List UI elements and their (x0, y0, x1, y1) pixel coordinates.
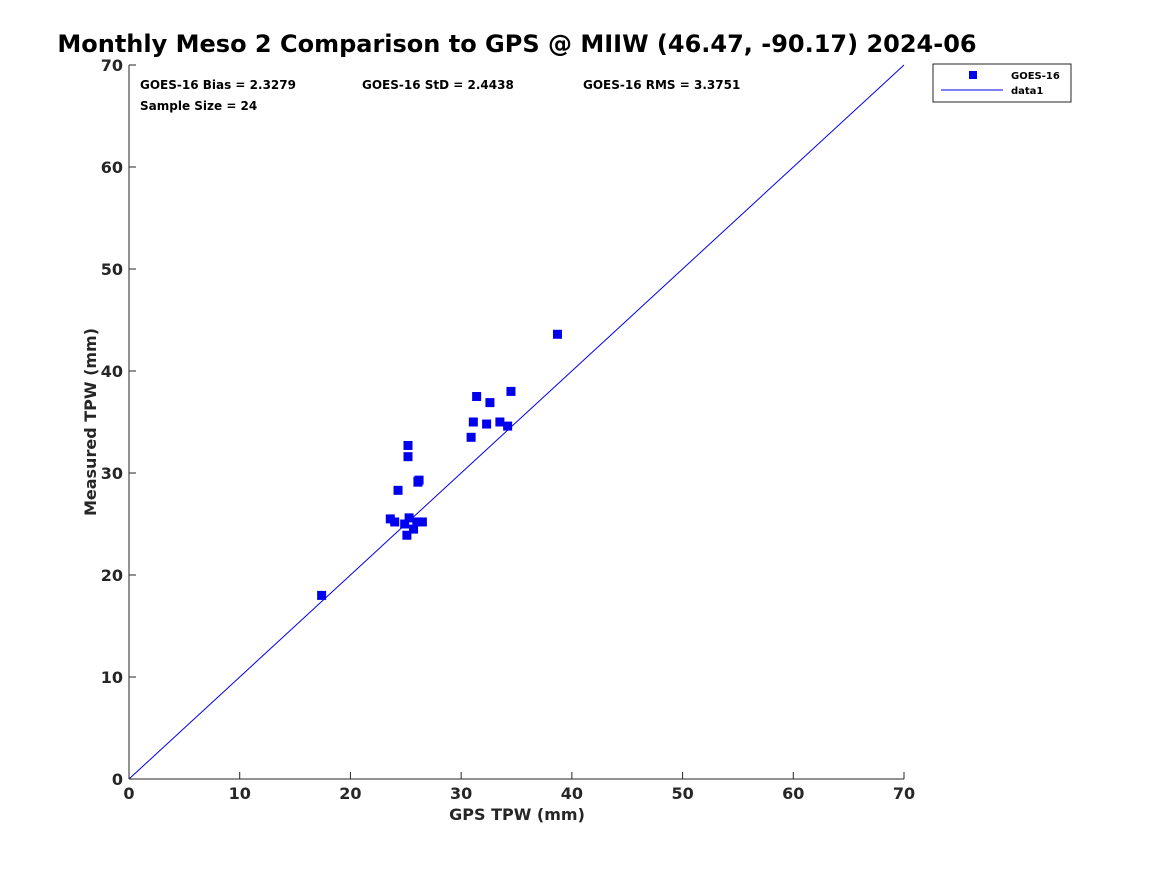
data-point (552, 329, 562, 339)
x-tick-label: 30 (450, 784, 472, 803)
legend-label-data1: data1 (1011, 86, 1043, 97)
data-point (472, 392, 482, 401)
data-point (404, 513, 414, 523)
x-tick-label: 20 (339, 784, 361, 803)
stat-sample-size: Sample Size = 24 (140, 99, 257, 113)
data-point (403, 440, 413, 450)
legend-box (932, 63, 1072, 103)
data-point (468, 417, 478, 427)
data-point (317, 590, 327, 600)
data-point (482, 419, 492, 429)
y-tick-label: 0 (112, 770, 123, 789)
stat-bias: GOES-16 Bias = 2.3279 (140, 78, 296, 92)
stats-annotations: GOES-16 Bias = 2.3279 GOES-16 StD = 2.44… (140, 78, 740, 113)
stat-std: GOES-16 StD = 2.4438 (362, 78, 514, 92)
data-point (503, 421, 513, 431)
data-point (417, 517, 427, 527)
data-point (393, 485, 403, 495)
y-tick-label: 20 (101, 566, 123, 585)
data-point (485, 398, 495, 408)
data-point (414, 475, 424, 485)
x-tick-label: 60 (782, 784, 804, 803)
y-axis-label: Measured TPW (mm) (81, 328, 100, 516)
data-point (409, 524, 419, 534)
chart-title: Monthly Meso 2 Comparison to GPS @ MIIW … (57, 30, 976, 58)
data-point (402, 530, 412, 540)
x-axis-label: GPS TPW (mm) (449, 805, 585, 824)
data-point (403, 452, 413, 462)
data-point (495, 417, 505, 427)
y-tick-label: 10 (101, 668, 123, 687)
data-point (400, 519, 410, 529)
data-point (466, 432, 476, 442)
legend: GOES-16 data1 (932, 63, 1072, 103)
y-tick-label: 30 (101, 464, 123, 483)
x-tick-label: 0 (123, 784, 134, 803)
series-line-data1 (128, 64, 905, 780)
legend-marker-goes16 (969, 71, 977, 79)
data-point (506, 386, 516, 396)
x-tick-label: 70 (893, 784, 915, 803)
data-point (390, 517, 400, 527)
y-tick-label: 40 (101, 362, 123, 381)
stat-rms: GOES-16 RMS = 3.3751 (583, 78, 740, 92)
y-tick-label: 60 (101, 158, 123, 177)
axes: 0 10 20 30 40 50 60 70 0 10 20 30 40 50 60 70 (101, 56, 915, 803)
legend-label-goes16: GOES-16 (1011, 71, 1060, 82)
data-point (412, 517, 422, 527)
data-marks (128, 64, 905, 780)
y-tick-label: 50 (101, 260, 123, 279)
x-tick-label: 10 (229, 784, 251, 803)
x-tick-label: 50 (671, 784, 693, 803)
x-tick-label: 40 (561, 784, 583, 803)
y-tick-label: 70 (101, 56, 123, 75)
